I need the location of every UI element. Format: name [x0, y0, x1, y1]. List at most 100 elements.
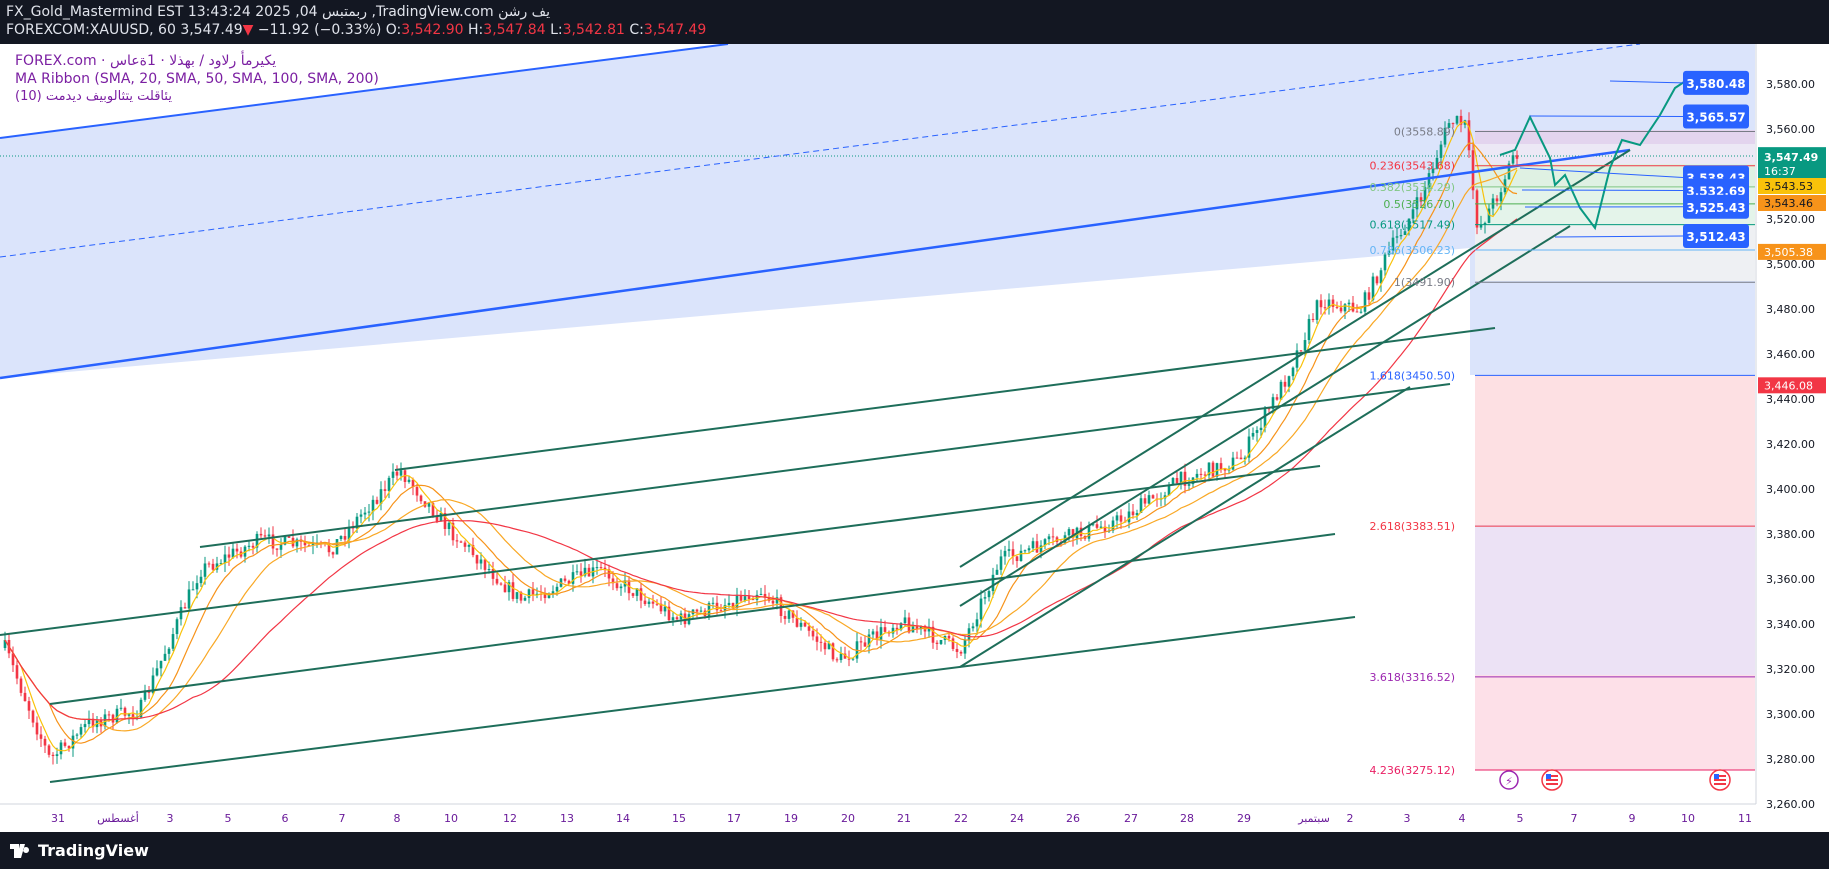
- candle: [455, 533, 459, 549]
- candle: [1295, 343, 1299, 374]
- time-tick: 27: [1124, 812, 1138, 825]
- candle: [115, 705, 119, 724]
- ma-100-line: [4, 167, 1518, 732]
- target-label[interactable]: 3,512.43: [1683, 224, 1749, 249]
- channel-line-2[interactable]: [199, 383, 1451, 548]
- projection-path: 3,580.483,565.573,538.433,532.693,525.43…: [1499, 70, 1749, 791]
- footer-bar: TradingView: [0, 832, 1829, 869]
- candle: [911, 621, 915, 633]
- time-tick: 9: [1629, 812, 1636, 825]
- chart-canvas[interactable]: 0(3558.89) 0.236(3543.68) 0.382(3534.29) 0.…: [0, 43, 1829, 832]
- candle: [215, 556, 219, 573]
- candle: [71, 729, 75, 757]
- last-price: 3,547.49: [180, 22, 243, 38]
- candle: [171, 627, 175, 652]
- candle: [387, 475, 391, 499]
- candle: [123, 706, 127, 720]
- candle: [639, 582, 643, 609]
- candle: [1007, 540, 1011, 557]
- candle: [1455, 115, 1459, 126]
- channel-line-5[interactable]: [49, 616, 1356, 783]
- candle: [1003, 545, 1007, 565]
- lightning-icon[interactable]: [1499, 770, 1519, 790]
- candle: [231, 542, 235, 559]
- tradingview-logo[interactable]: TradingView: [10, 841, 149, 860]
- upper-trend-line[interactable]: [0, 43, 729, 139]
- candle: [499, 582, 503, 586]
- channel-line-3[interactable]: [0, 465, 1321, 636]
- candle: [995, 564, 999, 575]
- ma-price-text: 3,543.53: [1764, 180, 1813, 193]
- target-label-text: 3,565.57: [1686, 110, 1745, 124]
- candle: [23, 686, 27, 702]
- candle: [1323, 299, 1327, 315]
- current-price-text: 3,547.49: [1764, 151, 1818, 164]
- target-label[interactable]: 3,580.48: [1683, 70, 1749, 95]
- lightning-glyph: ⚡: [1505, 775, 1513, 788]
- price-tick: 3,280.00: [1766, 753, 1815, 766]
- candle: [223, 545, 227, 573]
- rising-channel-bottom[interactable]: [959, 386, 1411, 668]
- candle: [375, 496, 379, 505]
- candle: [635, 588, 639, 602]
- candle: [1379, 267, 1383, 292]
- time-tick: 13: [560, 812, 574, 825]
- rising-channel-top[interactable]: [959, 149, 1631, 568]
- candle: [943, 635, 947, 645]
- candle: [419, 494, 423, 505]
- candle: [1307, 314, 1311, 345]
- us-flag-icon[interactable]: [1709, 769, 1731, 791]
- time-tick: 5: [225, 812, 232, 825]
- candle: [331, 551, 335, 559]
- time-tick: 11: [1738, 812, 1752, 825]
- candle: [671, 612, 675, 626]
- candle: [291, 529, 295, 549]
- candle: [1179, 471, 1183, 490]
- lower-trend-line[interactable]: [0, 148, 1631, 380]
- candle: [1131, 504, 1135, 519]
- channel-line-4[interactable]: [49, 533, 1336, 705]
- fib-extension-label[interactable]: يئاقلت يتثالوبيف ديدمت (10): [15, 89, 172, 104]
- time-tick: أغسطس: [97, 811, 139, 825]
- target-label[interactable]: 3,525.43: [1683, 194, 1749, 219]
- ma-price-label: 3,543.46: [1758, 195, 1826, 211]
- rising-channel-mid[interactable]: [959, 225, 1571, 607]
- symbol-label[interactable]: FOREXCOM:XAUUSD, 60: [6, 22, 176, 38]
- mid-trend-line[interactable]: [0, 43, 1641, 258]
- target-label[interactable]: 3,565.57: [1683, 104, 1749, 129]
- candle: [759, 587, 763, 596]
- us-flag-icon[interactable]: [1541, 769, 1563, 791]
- projection-path-line[interactable]: [1499, 77, 1691, 231]
- candle: [1499, 187, 1503, 211]
- candle: [51, 752, 55, 765]
- time-tick: 6: [282, 812, 289, 825]
- candle: [1371, 272, 1375, 302]
- price-tick: 3,560.00: [1766, 123, 1815, 136]
- candle: [1395, 228, 1399, 244]
- candle: [1023, 549, 1027, 554]
- candle: [863, 635, 867, 647]
- price-tick: 3,420.00: [1766, 438, 1815, 451]
- ma-ribbon-label[interactable]: MA Ribbon (SMA, 20, SMA, 50, SMA, 100, S…: [15, 71, 379, 87]
- candle: [175, 617, 179, 640]
- candle: [1319, 294, 1323, 315]
- price-tick: 3,480.00: [1766, 303, 1815, 316]
- candle: [935, 640, 939, 651]
- channel-line-1[interactable]: [394, 327, 1496, 471]
- zone-5: [1475, 375, 1755, 525]
- candle: [975, 612, 979, 635]
- candle: [1291, 366, 1295, 381]
- candle: [1475, 188, 1479, 235]
- candle: [843, 646, 847, 659]
- time-tick: 24: [1010, 812, 1024, 825]
- candle: [447, 519, 451, 536]
- candle: [579, 563, 583, 583]
- candle: [31, 709, 35, 728]
- candle: [15, 659, 19, 685]
- fib-level-label: 2.618(3383.51): [1369, 520, 1455, 533]
- candle: [1515, 150, 1519, 167]
- candle: [1239, 449, 1243, 460]
- candle: [1403, 224, 1407, 236]
- chart-pane[interactable]: 0(3558.89) 0.236(3543.68) 0.382(3534.29) 0.…: [0, 43, 1829, 832]
- candle: [1095, 515, 1099, 530]
